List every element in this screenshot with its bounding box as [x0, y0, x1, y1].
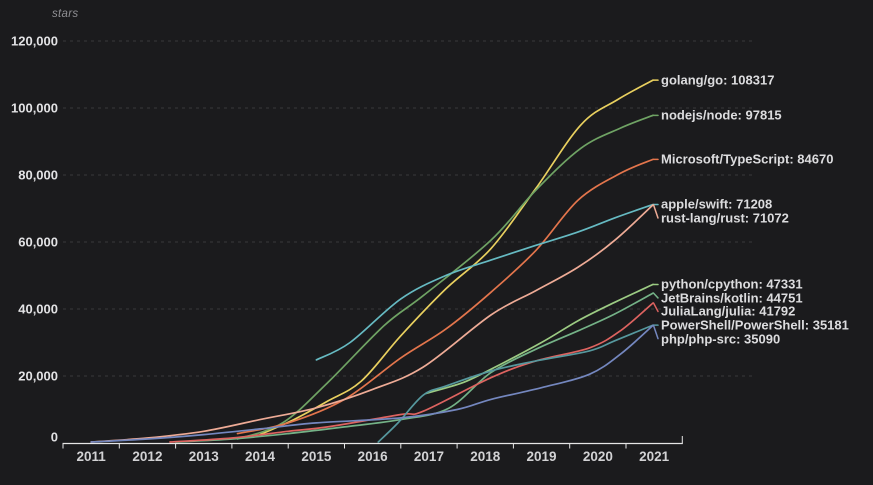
series-label-julialang-julia: JuliaLang/julia: 41792: [661, 303, 796, 319]
series-line-python-cpython[interactable]: [425, 283, 654, 395]
y-tick-label-40000: 40,000: [18, 301, 58, 317]
series-line-golang-go[interactable]: [259, 79, 654, 436]
x-tick-label-2012: 2012: [132, 449, 163, 464]
series-label-golang-go: golang/go: 108317: [661, 72, 775, 88]
series-label-stub-rust-lang-rust: [652, 204, 659, 219]
x-tick-label-2013: 2013: [188, 449, 219, 464]
x-tick-label-2016: 2016: [357, 449, 388, 464]
x-tick-label-2021: 2021: [639, 449, 670, 464]
series-line-julialang-julia[interactable]: [169, 302, 654, 443]
series-label-stub-julialang-julia: [652, 302, 659, 313]
series-label-jetbrains-kotlin: JetBrains/kotlin: 44751: [661, 290, 803, 306]
x-tick-label-2020: 2020: [582, 449, 613, 464]
y-tick-label-20000: 20,000: [18, 368, 58, 384]
series-label-stub-php-php-src: [652, 324, 659, 340]
x-tick-label-2018: 2018: [470, 449, 501, 464]
series-line-rust-lang-rust[interactable]: [90, 204, 654, 443]
series-label-python-cpython: python/cpython: 47331: [661, 276, 803, 292]
series-label-nodejs-node: nodejs/node: 97815: [661, 107, 782, 123]
series-label-php-php-src: php/php-src: 35090: [661, 331, 781, 347]
series-label-rust-lang-rust: rust-lang/rust: 71072: [661, 210, 789, 226]
series-line-jetbrains-kotlin[interactable]: [174, 292, 654, 443]
y-tick-label-120000: 120,000: [11, 33, 58, 49]
series-line-microsoft-typescript[interactable]: [236, 158, 654, 435]
y-tick-label-0: 0: [50, 429, 58, 445]
x-tick-label-2017: 2017: [413, 449, 444, 464]
series-line-powershell-powershell[interactable]: [377, 324, 654, 443]
series-label-powershell-powershell: PowerShell/PowerShell: 35181: [661, 317, 849, 333]
series-label-apple-swift: apple/swift: 71208: [661, 196, 773, 212]
y-axis-title: stars: [52, 8, 79, 20]
x-tick-label-2011: 2011: [76, 449, 106, 464]
series-line-apple-swift[interactable]: [315, 203, 654, 361]
x-tick-label-2015: 2015: [301, 449, 332, 464]
y-tick-label-80000: 80,000: [18, 167, 58, 183]
x-tick-label-2014: 2014: [245, 449, 276, 464]
y-tick-label-60000: 60,000: [18, 234, 58, 250]
series-line-nodejs-node[interactable]: [236, 114, 654, 440]
y-tick-label-100000: 100,000: [11, 100, 58, 116]
series-line-php-php-src[interactable]: [90, 324, 654, 443]
x-tick-label-2019: 2019: [526, 449, 557, 464]
series-label-stub-jetbrains-kotlin: [652, 292, 659, 299]
series-label-microsoft-typescript: Microsoft/TypeScript: 84670: [661, 151, 834, 167]
